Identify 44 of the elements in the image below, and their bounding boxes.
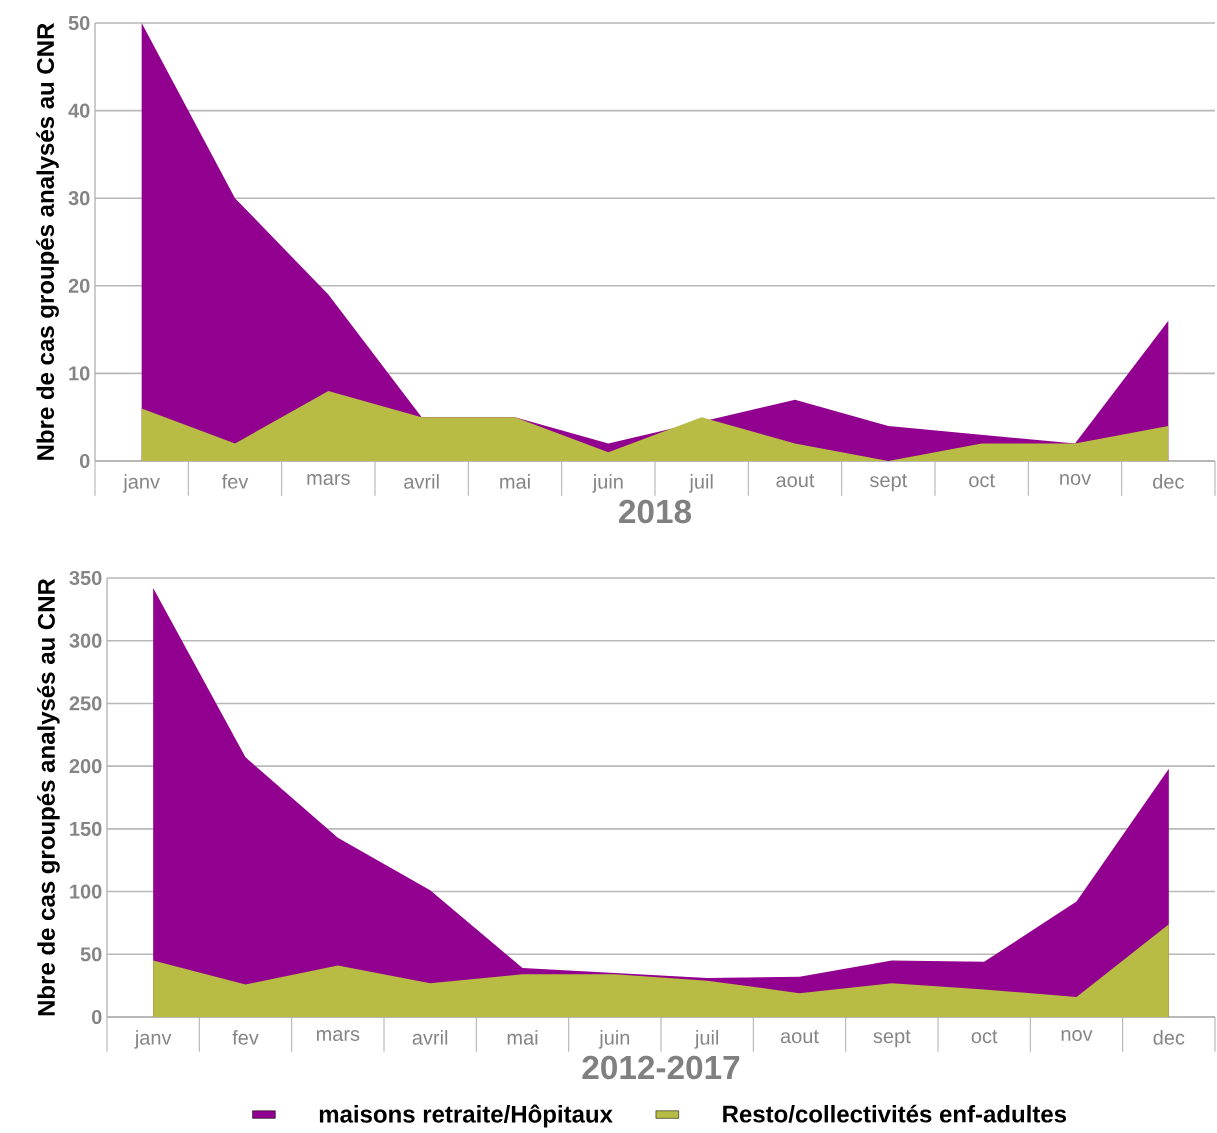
x-tick-label: juil bbox=[694, 1030, 719, 1049]
x-tick-label: nov bbox=[1060, 474, 1092, 486]
x-tick-label: dec bbox=[1153, 474, 1184, 489]
y-axis-title: Nbre de cas groupés analysés au CNR bbox=[37, 578, 60, 1016]
x-tick-label: juin bbox=[592, 474, 623, 493]
x-tick-label: oct bbox=[969, 474, 995, 488]
x-tick-label: mars bbox=[316, 1030, 360, 1042]
x-tick-label: sept bbox=[873, 1030, 911, 1048]
legend-label: Resto/collectivités enf-adultes bbox=[723, 1104, 1067, 1123]
y-tick-label: 30 bbox=[68, 191, 90, 206]
x-tick-label: juin bbox=[598, 1030, 630, 1049]
y-axis-title: Nbre de cas groupés analysés au CNR bbox=[36, 23, 59, 460]
x-tick-label: oct bbox=[971, 1030, 998, 1044]
y-tick-label: 300 bbox=[69, 633, 102, 648]
x-tick-label: aout bbox=[780, 1030, 819, 1044]
x-tick-label: mai bbox=[507, 1030, 538, 1045]
y-tick-label: 0 bbox=[91, 1009, 102, 1025]
legend-label: maisons retraite/Hôpitaux bbox=[319, 1104, 613, 1128]
y-tick-label: 250 bbox=[69, 696, 102, 711]
text: 2018 bbox=[619, 499, 692, 524]
y-tick-label: 50 bbox=[68, 15, 90, 31]
x-tick-label: janv bbox=[122, 474, 160, 493]
x-tick-label: nov bbox=[1061, 1030, 1093, 1042]
x-tick-label: fev bbox=[232, 1030, 259, 1045]
x-tick-label: avril bbox=[412, 1030, 448, 1045]
x-tick-label: juil bbox=[688, 474, 713, 493]
y-tick-label: 40 bbox=[68, 103, 90, 118]
y-tick-label: 100 bbox=[70, 884, 102, 899]
y-tick-label: 50 bbox=[80, 947, 102, 962]
y-tick-label: 350 bbox=[69, 570, 102, 586]
x-tick-label: avril bbox=[404, 474, 439, 489]
x-tick-label: mai bbox=[500, 474, 530, 489]
text: 2012-2017 bbox=[582, 1055, 740, 1080]
x-tick-label: sept bbox=[870, 474, 908, 492]
x-tick-label: janv bbox=[134, 1030, 172, 1049]
x-tick-label: mars bbox=[307, 474, 350, 486]
y-tick-label: 150 bbox=[70, 821, 102, 836]
y-tick-label: 20 bbox=[68, 278, 90, 293]
x-tick-label: aout bbox=[776, 474, 815, 488]
x-tick-label: fev bbox=[221, 474, 249, 489]
y-tick-label: 200 bbox=[69, 759, 102, 774]
y-tick-label: 10 bbox=[69, 366, 90, 381]
y-tick-label: 0 bbox=[79, 453, 90, 469]
x-tick-label: dec bbox=[1153, 1030, 1185, 1045]
